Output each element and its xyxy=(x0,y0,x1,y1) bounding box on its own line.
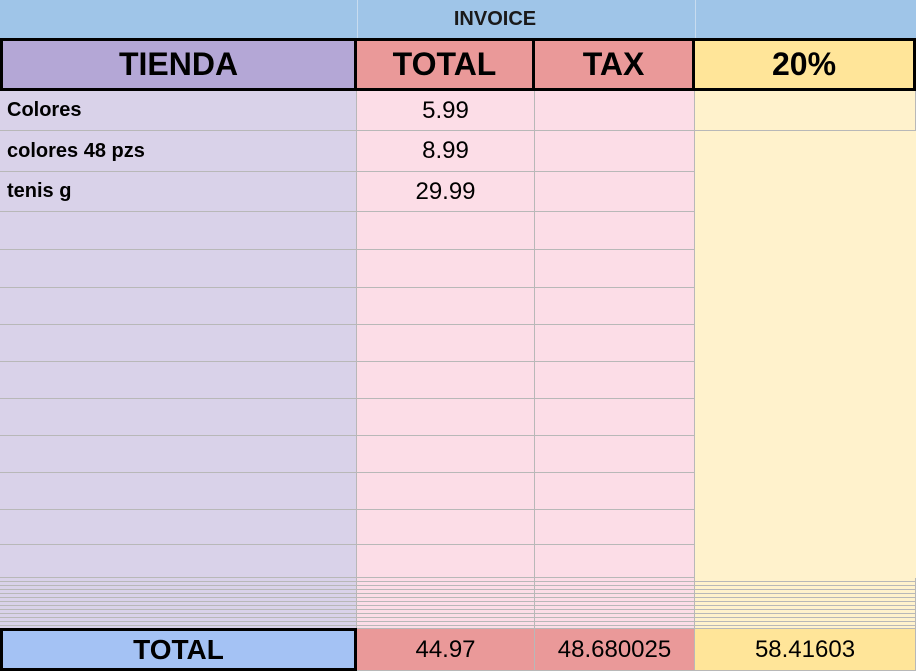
empty-cell xyxy=(0,325,357,362)
item-total: 5.99 xyxy=(357,91,535,131)
empty-cell xyxy=(357,288,535,325)
empty-cell xyxy=(0,399,357,436)
empty-cell xyxy=(0,510,357,545)
empty-cell xyxy=(535,91,695,131)
empty-cell xyxy=(535,362,695,399)
collapsed-rows xyxy=(535,578,695,628)
item-name: Colores xyxy=(0,91,357,131)
empty-cell xyxy=(0,288,357,325)
empty-cell xyxy=(357,399,535,436)
empty-cell xyxy=(535,288,695,325)
total-value: 48.680025 xyxy=(535,628,695,671)
empty-cell xyxy=(535,545,695,578)
empty-cell xyxy=(535,250,695,288)
empty-cell xyxy=(695,91,916,131)
empty-cell xyxy=(0,250,357,288)
empty-cell xyxy=(535,473,695,510)
empty-cell xyxy=(535,325,695,362)
total-value: 44.97 xyxy=(357,628,535,671)
empty-cell xyxy=(0,545,357,578)
total-value: 58.41603 xyxy=(695,628,916,671)
total-label: TOTAL xyxy=(0,628,357,671)
title-divider xyxy=(695,0,696,38)
empty-cell xyxy=(357,473,535,510)
column-header: TAX xyxy=(532,38,695,91)
title-divider xyxy=(357,0,358,38)
empty-cell xyxy=(535,436,695,473)
empty-cell xyxy=(357,325,535,362)
empty-cell xyxy=(357,250,535,288)
column-header: TIENDA xyxy=(0,38,357,91)
empty-cell xyxy=(357,212,535,250)
empty-cell xyxy=(0,362,357,399)
column-header: 20% xyxy=(692,38,916,91)
empty-cell xyxy=(0,473,357,510)
item-name: tenis g xyxy=(0,172,357,212)
collapsed-rows xyxy=(695,578,916,628)
item-total: 8.99 xyxy=(357,131,535,172)
column-header: TOTAL xyxy=(354,38,535,91)
empty-cell xyxy=(535,131,695,172)
item-total: 29.99 xyxy=(357,172,535,212)
empty-cell xyxy=(535,212,695,250)
empty-cell xyxy=(357,545,535,578)
empty-cell xyxy=(535,510,695,545)
collapsed-rows xyxy=(0,578,357,628)
item-name: colores 48 pzs xyxy=(0,131,357,172)
collapsed-rows xyxy=(357,578,535,628)
empty-cell xyxy=(695,131,916,578)
empty-cell xyxy=(535,399,695,436)
empty-cell xyxy=(0,212,357,250)
empty-cell xyxy=(357,362,535,399)
empty-cell xyxy=(357,510,535,545)
empty-cell xyxy=(357,436,535,473)
title-bar xyxy=(0,0,916,38)
title: INVOICE xyxy=(453,7,537,30)
empty-cell xyxy=(535,172,695,212)
empty-cell xyxy=(0,436,357,473)
